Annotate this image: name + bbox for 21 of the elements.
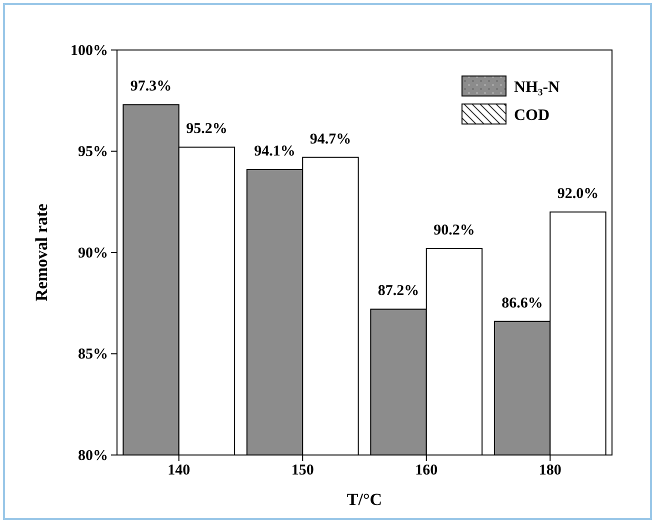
data-label: 94.7% xyxy=(310,131,352,148)
x-tick-label: 180 xyxy=(538,462,562,479)
y-tick-label: 80% xyxy=(78,448,108,464)
data-label: 95.2% xyxy=(186,121,228,138)
x-tick-label: 140 xyxy=(168,462,190,479)
y-axis-title: Removal rate xyxy=(32,203,51,302)
x-tick-label: 150 xyxy=(291,462,314,479)
data-label: 90.2% xyxy=(434,222,475,238)
y-tick-label: 85% xyxy=(78,346,108,363)
y-tick-label: 100% xyxy=(70,42,108,59)
data-label: 94.1% xyxy=(254,143,296,160)
data-label: 86.6% xyxy=(502,295,543,312)
data-label: 97.3% xyxy=(130,78,172,95)
data-label: 87.2% xyxy=(378,283,420,300)
data-label: 92.0% xyxy=(557,186,599,202)
x-tick-label: 160 xyxy=(415,462,438,479)
x-axis-title: T/°C xyxy=(346,490,382,509)
y-tick-label: 95% xyxy=(78,144,108,160)
legend-label: COD xyxy=(514,107,550,124)
legend-label: NH₃-N xyxy=(514,79,560,96)
y-tick-label: 90% xyxy=(78,245,108,262)
